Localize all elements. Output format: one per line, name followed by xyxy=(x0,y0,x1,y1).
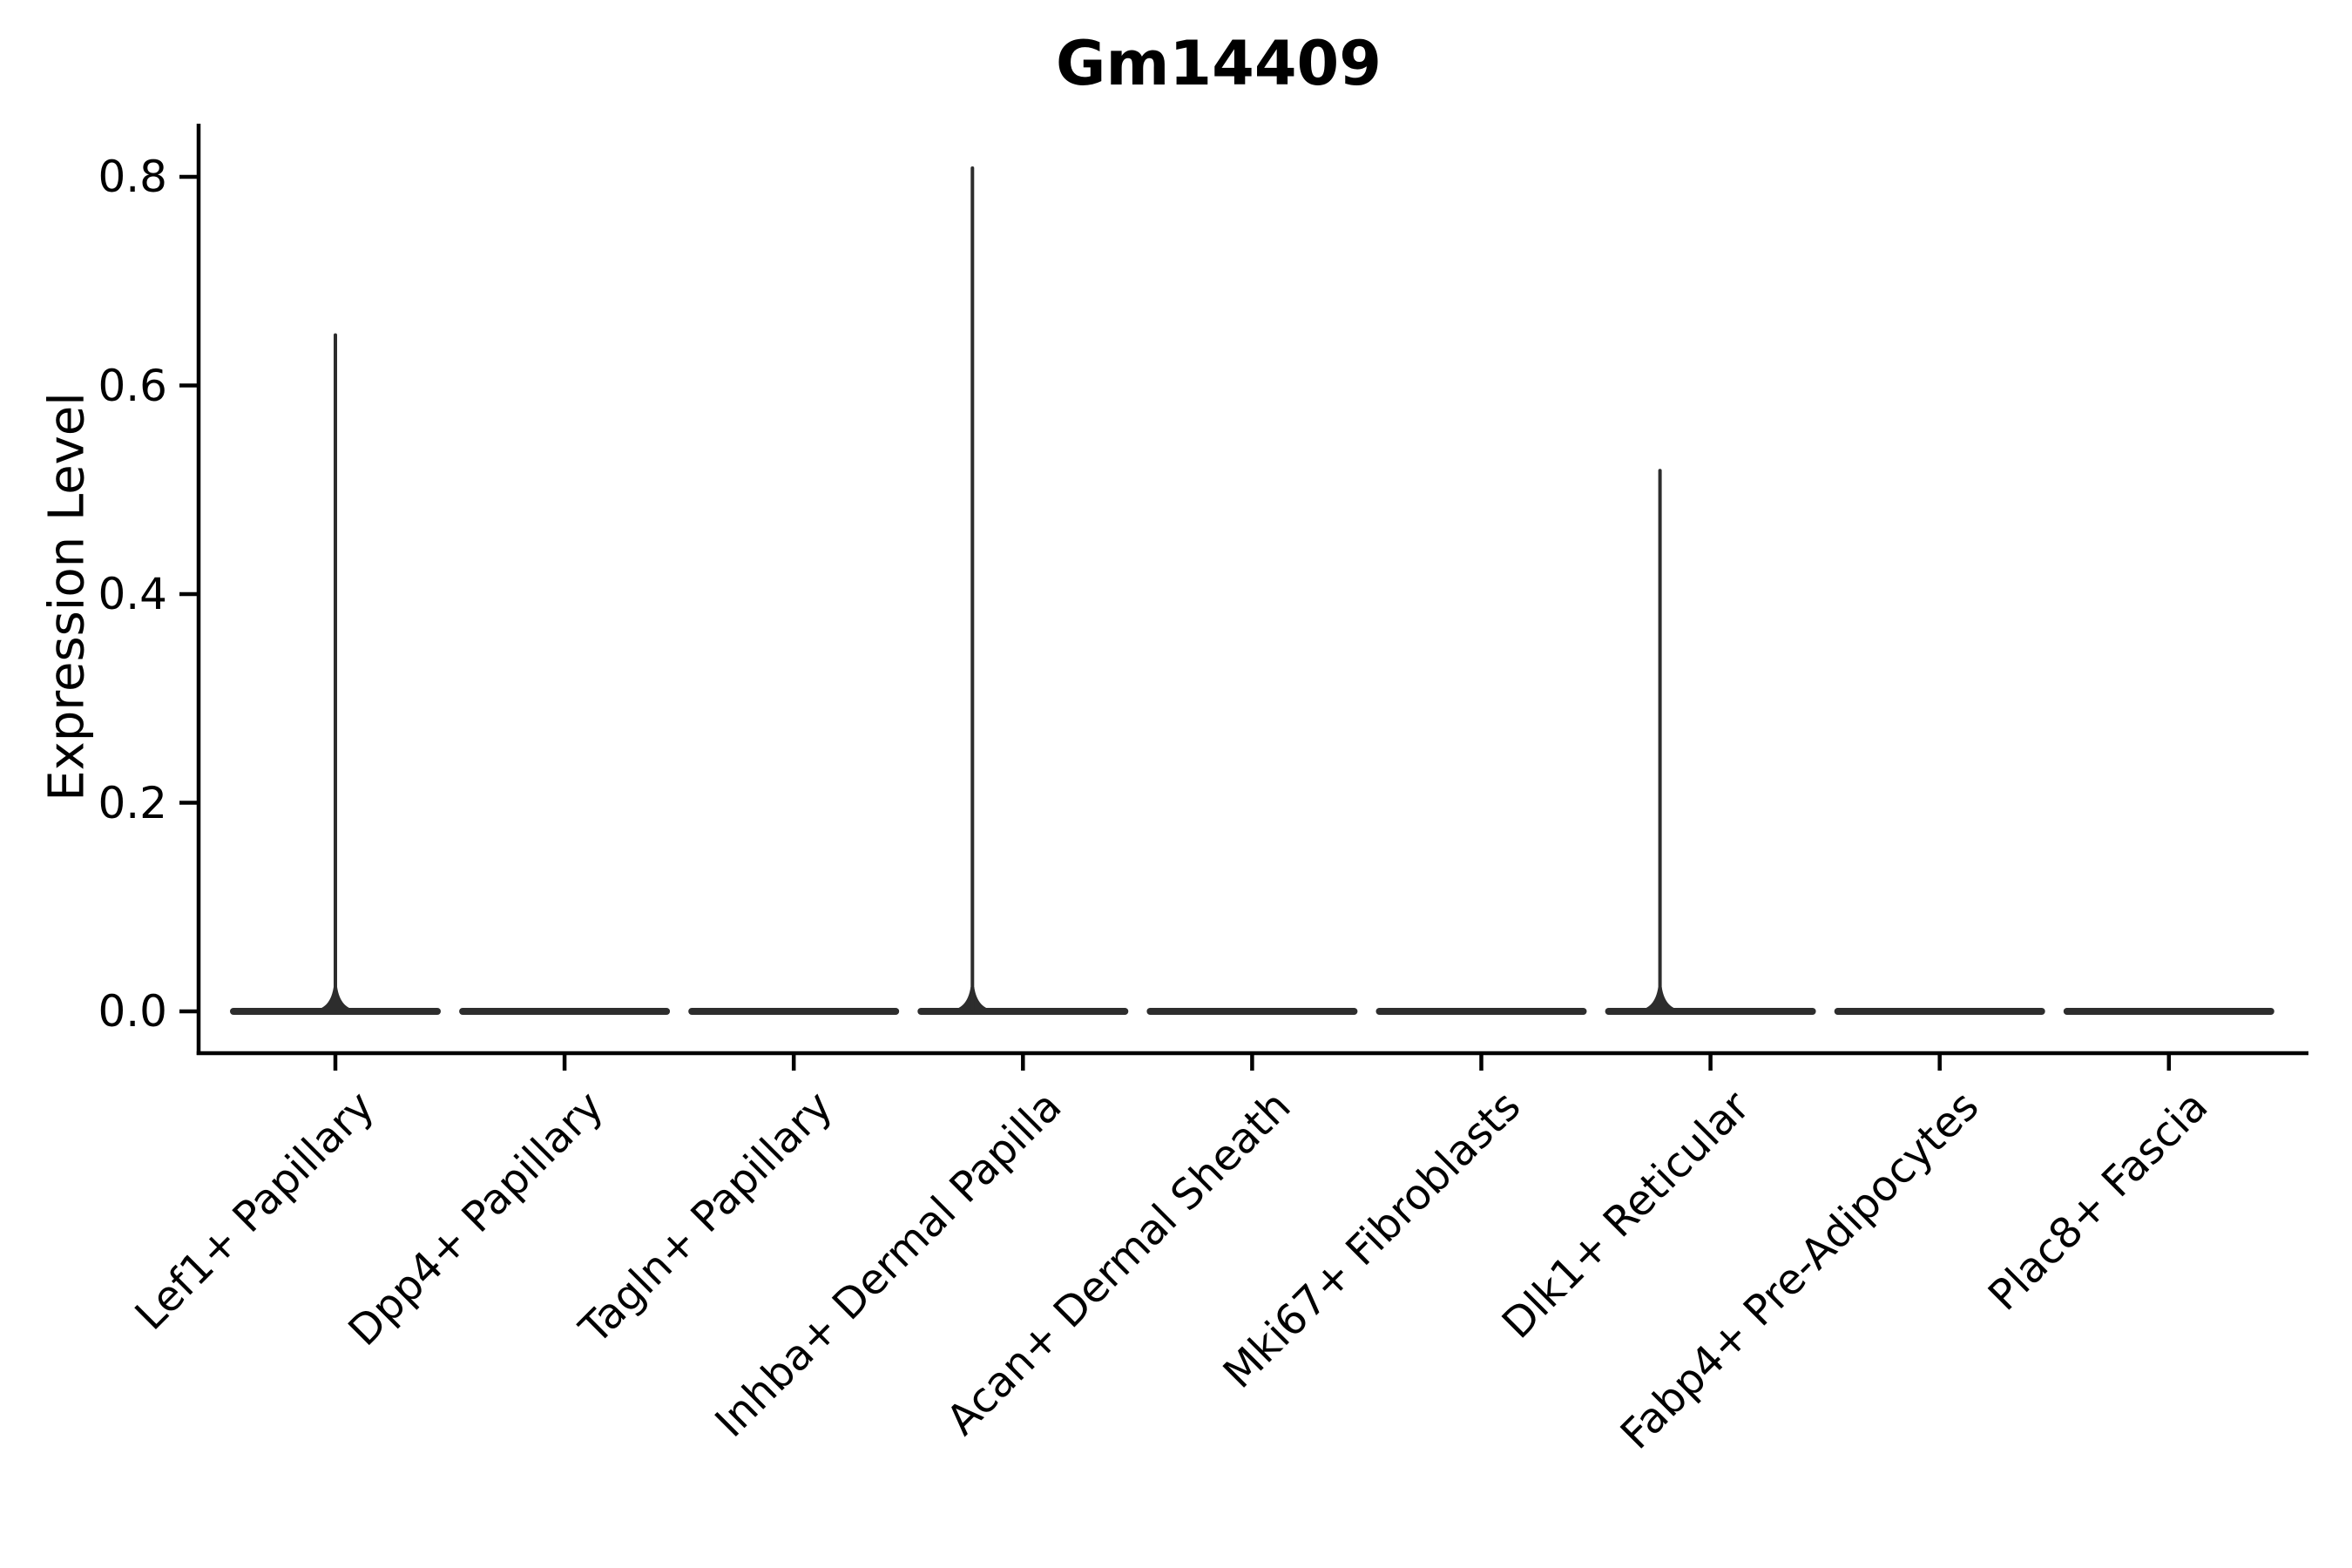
violin-spike xyxy=(1658,469,1662,1011)
violin-body xyxy=(1146,1008,1358,1015)
violin-body xyxy=(1375,1008,1587,1015)
violin-body xyxy=(917,1008,1129,1015)
y-tick-label: 0.0 xyxy=(98,986,167,1037)
violin-body xyxy=(688,1008,900,1015)
y-tick-label: 0.6 xyxy=(98,360,167,411)
y-tick-label: 0.8 xyxy=(98,152,167,202)
y-tick-label: 0.4 xyxy=(98,569,167,619)
violin-spike xyxy=(970,166,975,1011)
violin-body xyxy=(1834,1008,2045,1015)
violin-body xyxy=(459,1008,671,1015)
chart-title: Gm14409 xyxy=(1056,28,1382,99)
violin-body xyxy=(2063,1008,2274,1015)
violin-spike xyxy=(334,333,337,1011)
y-tick-label: 0.2 xyxy=(98,777,167,828)
violin-body xyxy=(1605,1008,1816,1015)
